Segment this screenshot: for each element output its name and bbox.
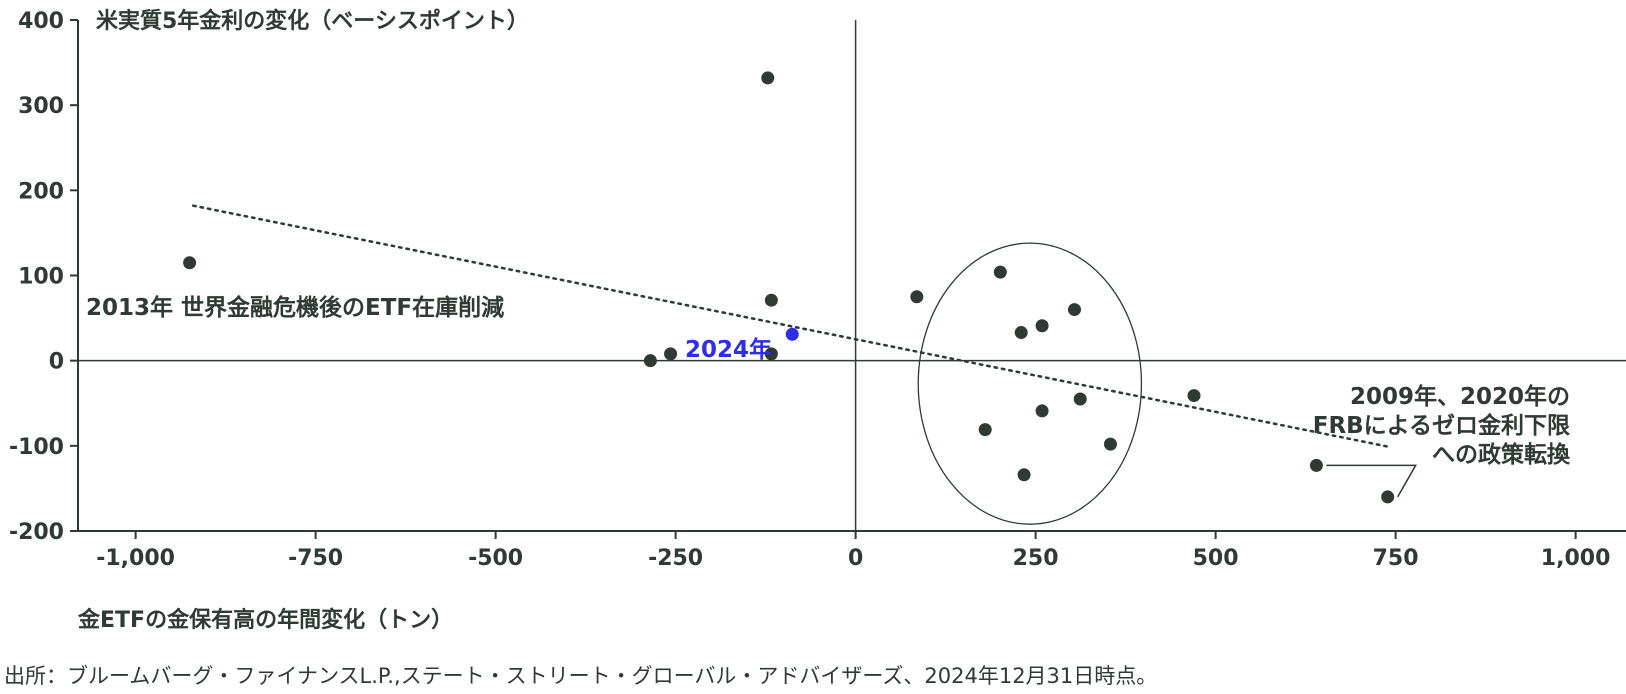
y-tick-label: -100 bbox=[9, 435, 64, 460]
x-tick-label: -250 bbox=[648, 546, 703, 571]
source-note: 出所：ブルームバーグ・ファイナンスL.P.,ステート・ストリート・グローバル・ア… bbox=[4, 664, 1158, 688]
data-point bbox=[1017, 468, 1031, 482]
x-tick-label: -750 bbox=[288, 546, 343, 571]
data-point bbox=[664, 347, 678, 361]
data-point bbox=[1035, 404, 1049, 418]
x-tick-label: 750 bbox=[1373, 546, 1419, 571]
y-axis-title: 米実質5年金利の変化（ベーシスポイント） bbox=[96, 8, 529, 34]
annotation-fed-line-3: への政策転換 bbox=[1432, 441, 1571, 468]
data-point bbox=[1014, 326, 1028, 340]
axes bbox=[70, 19, 1626, 539]
data-point bbox=[1381, 490, 1395, 504]
y-tick-label: 400 bbox=[18, 9, 64, 34]
points-layer bbox=[183, 71, 1417, 504]
trendline bbox=[191, 204, 1390, 448]
data-point bbox=[1309, 458, 1323, 472]
data-point-2024 bbox=[785, 327, 799, 341]
data-point bbox=[764, 293, 778, 307]
cluster-ellipse-layer bbox=[917, 242, 1143, 525]
x-tick-label: -500 bbox=[468, 546, 523, 571]
cluster-ellipse bbox=[917, 242, 1143, 525]
annotation-fed-line-2: FRBによるゼロ金利下限 bbox=[1313, 412, 1570, 439]
scatter-chart: 400 300 200 100 0 -100 -200 -1,000 -750 -500 -250 0… bbox=[9, 8, 1626, 633]
data-point bbox=[1103, 437, 1117, 451]
y-tick-label: 200 bbox=[18, 179, 64, 204]
annotation-leader-line bbox=[1326, 464, 1417, 498]
trendline-layer bbox=[191, 204, 1390, 448]
data-point bbox=[1067, 303, 1081, 317]
x-tick-label: 1,000 bbox=[1541, 546, 1611, 571]
annotation-fed-line-1: 2009年、2020年の bbox=[1350, 383, 1570, 410]
x-tick-label: 500 bbox=[1193, 546, 1239, 571]
data-point bbox=[1187, 389, 1201, 403]
data-point bbox=[1035, 319, 1049, 333]
y-tick-label: 100 bbox=[18, 265, 64, 290]
x-tick-label: 250 bbox=[1013, 546, 1059, 571]
y-tick-label: -200 bbox=[9, 520, 64, 545]
y-tick-label: 300 bbox=[18, 94, 64, 119]
x-tick-label: 0 bbox=[848, 546, 863, 571]
data-point bbox=[183, 256, 197, 270]
data-point bbox=[1073, 392, 1087, 406]
data-point bbox=[978, 423, 992, 437]
annotation-2013: 2013年 世界金融危機後のETF在庫削減 bbox=[86, 294, 504, 321]
data-point bbox=[761, 71, 775, 85]
data-point bbox=[764, 347, 778, 361]
x-tick-label: -1,000 bbox=[96, 546, 175, 571]
tick-labels: 400 300 200 100 0 -100 -200 -1,000 -750 -500 -250 0… bbox=[9, 9, 1610, 571]
x-axis-title: 金ETFの金保有高の年間変化（トン） bbox=[77, 607, 453, 633]
data-point bbox=[643, 354, 657, 368]
data-point bbox=[910, 290, 924, 304]
annotation-2024: 2024年 bbox=[685, 336, 772, 363]
data-point bbox=[993, 265, 1007, 279]
y-tick-label: 0 bbox=[49, 350, 64, 375]
